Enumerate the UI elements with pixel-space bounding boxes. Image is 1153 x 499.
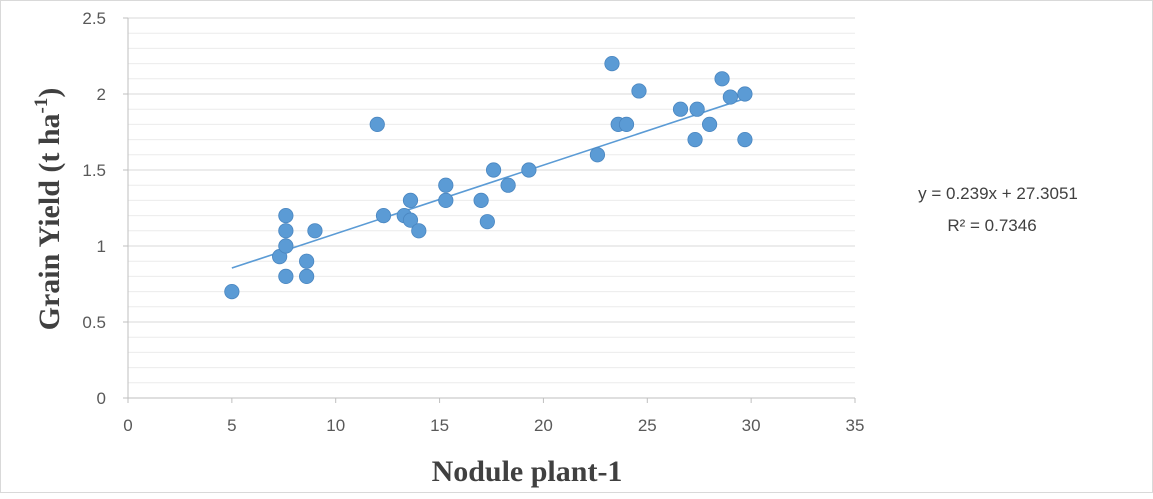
trendline-group [231, 97, 746, 269]
data-point [631, 83, 647, 99]
y-tick-label: 2.5 [82, 9, 106, 28]
data-point [278, 223, 294, 239]
data-point [473, 192, 489, 208]
data-point [500, 177, 516, 193]
data-point [479, 214, 495, 230]
data-point [411, 223, 427, 239]
data-point [714, 71, 730, 87]
data-point [485, 162, 502, 178]
x-tick-label: 30 [742, 416, 761, 435]
data-point [224, 283, 240, 300]
data-point [299, 268, 315, 284]
r-squared-label: R² = 0.7346 [947, 216, 1036, 235]
data-point [672, 101, 689, 117]
data-point [722, 89, 738, 105]
data-point [278, 268, 294, 284]
x-tick-label: 15 [430, 416, 449, 435]
data-point [589, 147, 606, 163]
x-tick-labels: 0 5 10 15 20 25 30 35 [123, 416, 864, 435]
axes [123, 17, 856, 403]
x-tick-label: 5 [227, 416, 236, 435]
data-points [224, 55, 753, 300]
trendline-equation: y = 0.239x + 27.3051 [918, 184, 1078, 203]
data-point [402, 212, 419, 228]
y-axis-title-main: Grain Yield (t ha [33, 113, 66, 330]
data-point [521, 162, 537, 178]
y-tick-label: 0.5 [82, 313, 106, 332]
y-axis-title-superscript: -1 [31, 98, 52, 114]
data-point [299, 253, 315, 269]
data-point [307, 223, 323, 239]
data-point [604, 55, 620, 72]
y-tick-label: 1 [97, 237, 106, 256]
y-tick-labels: 0 0.5 1 1.5 2 2.5 [82, 9, 106, 408]
x-tick-label: 35 [846, 416, 865, 435]
x-tick-label: 10 [326, 416, 345, 435]
data-point [687, 132, 703, 148]
x-tick-label: 20 [534, 416, 553, 435]
data-point [369, 116, 385, 133]
data-point [375, 208, 392, 224]
trendline [231, 97, 746, 269]
data-point [438, 192, 454, 208]
y-tick-label: 0 [97, 389, 106, 408]
data-point [689, 101, 705, 117]
data-point [737, 132, 753, 148]
x-tick-label: 0 [123, 416, 132, 435]
data-point [737, 86, 753, 102]
y-tick-label: 2 [97, 85, 106, 104]
y-axis-title: Grain Yield (t ha-1) [31, 88, 66, 331]
data-point [278, 238, 294, 254]
y-tick-label: 1.5 [82, 161, 106, 180]
gridlines [128, 17, 855, 384]
data-point [402, 192, 419, 208]
y-axis-title-close: ) [33, 88, 66, 98]
x-axis-title: Nodule plant-1 [432, 455, 623, 488]
data-point [701, 116, 718, 133]
data-point [438, 177, 454, 193]
x-tick-label: 25 [638, 416, 657, 435]
data-point [278, 208, 294, 224]
data-point [618, 116, 635, 133]
